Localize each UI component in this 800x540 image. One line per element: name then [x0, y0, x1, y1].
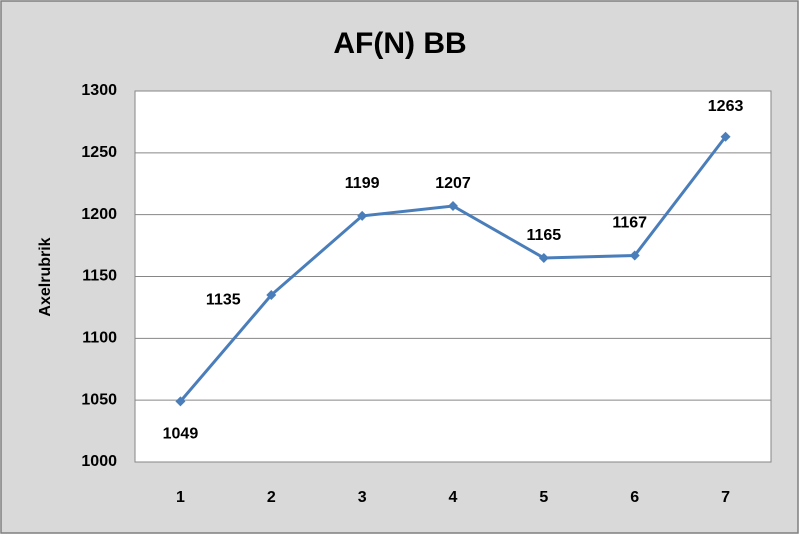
data-label: 1049: [163, 426, 199, 443]
data-point: [629, 250, 640, 261]
x-tick-label: 4: [449, 489, 458, 506]
y-tick-label: 1100: [82, 330, 117, 347]
data-label: 1199: [345, 175, 380, 192]
y-axis-label: Axelrubrik: [37, 237, 54, 316]
chart-title: AF(N) BB: [333, 27, 466, 60]
data-label: 1135: [206, 291, 241, 308]
data-point: [357, 210, 368, 221]
y-tick-label: 1250: [81, 144, 117, 161]
data-point: [266, 290, 277, 301]
x-tick-label: 3: [358, 489, 367, 506]
data-label: 1263: [708, 98, 744, 115]
y-tick-label: 1050: [81, 391, 117, 408]
y-tick-label: 1300: [81, 82, 117, 99]
data-point: [448, 201, 458, 212]
data-label: 1165: [526, 227, 561, 244]
y-tick-label: 1200: [81, 206, 117, 223]
x-tick-label: 5: [539, 489, 548, 506]
data-point: [538, 252, 549, 263]
data-label: 1207: [435, 175, 471, 192]
x-tick-label: 6: [630, 489, 639, 506]
x-tick-label: 1: [176, 489, 185, 506]
data-point: [175, 396, 186, 407]
x-tick-label: 2: [267, 489, 276, 506]
data-point: [720, 131, 731, 142]
y-tick-label: 1150: [82, 268, 117, 285]
y-tick-label: 1000: [81, 453, 117, 470]
x-tick-label: 7: [721, 489, 730, 506]
data-label: 1167: [612, 215, 647, 232]
